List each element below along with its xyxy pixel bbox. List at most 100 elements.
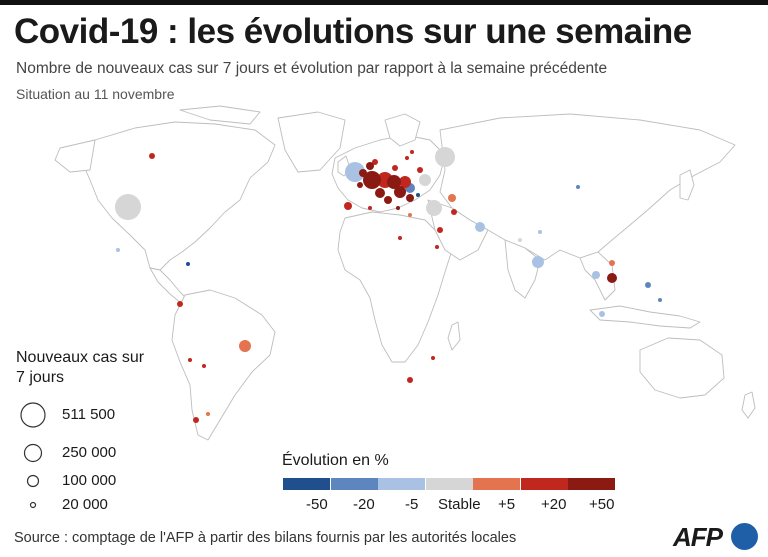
size-label-2: 250 000 [62,444,117,461]
alaska-shape [54,139,96,173]
scale-segment-6 [520,478,568,490]
bubble-rd-12 [431,356,435,360]
bubble-drd-3 [396,206,400,210]
scale-label-2: -20 [353,496,375,513]
japan-shape [679,169,695,201]
south-america-shape [171,289,276,441]
bubble-netherlands [366,162,374,170]
scale-label-1: -50 [306,496,328,513]
bubble-usa [115,194,141,220]
bubble-rd-10 [435,245,439,249]
scale-segment-2 [330,478,378,490]
bubble-brazil [239,340,251,352]
bubble-canada [149,153,155,159]
bubble-rd-8 [202,364,206,368]
bubble-philippines [645,282,651,288]
bubble-rd-3 [417,167,423,173]
bubble-russia [435,147,455,167]
size-circle-4 [29,501,37,509]
bubble-or-1 [408,213,412,217]
bubble-belgium [359,169,367,177]
situation-date: Situation au 11 novembre [16,86,175,102]
afp-logo-text: AFP [673,522,723,552]
greenland-shape [277,111,346,173]
bubble-or-2 [609,260,615,266]
size-label-1: 511 500 [62,406,116,423]
bubble-lb-2 [538,230,542,234]
scale-label-7: +50 [589,496,615,513]
country-bubbles [115,147,662,423]
top-rule [0,0,768,5]
world-map [54,105,756,441]
bubble-lb-1 [599,311,605,317]
bubble-rd-9 [398,236,402,240]
scale-segment-3 [378,478,425,490]
bubble-chile [193,417,199,423]
bubble-austria [394,186,406,198]
bubble-india [532,256,544,268]
bubble-france [363,171,381,189]
afp-logo-dot [731,523,758,550]
bubble-rd-1 [372,159,378,165]
bubble-czechia [387,175,401,189]
bubble-rd-2 [392,165,398,171]
afp-logo: AFP [673,522,759,552]
scale-label-3: -5 [405,496,419,513]
australia-shape [639,337,725,399]
bubble-lb-3 [116,248,120,252]
bubble-turkey [448,194,456,202]
scale-segment-7 [568,478,615,490]
bubble-drd-2 [357,182,363,188]
bubble-iran [475,222,485,232]
scale-label-4: Stable [438,496,481,513]
bubble-drd-1 [384,196,392,204]
size-label-4: 20 000 [62,496,108,513]
scale-segment-1 [283,478,330,490]
bubble-italy [426,200,442,216]
bubble-mb-1 [576,185,580,189]
chart-title: Covid-19 : les évolutions sur une semain… [14,12,692,51]
landmasses [54,105,756,441]
source-note: Source : comptage de l'AFP à partir des … [14,530,517,546]
bubble-db-2 [186,262,190,266]
scale-label-6: +20 [541,496,567,513]
size-legend-title: Nouveaux cas sur 7 jours [16,349,145,386]
scale-label-5: +5 [498,496,516,513]
africa-shape [337,211,453,363]
bubble-uk [345,162,365,182]
bubble-south-africa [407,377,413,383]
bubble-myanmar [607,273,617,283]
scandinavia-shape [384,113,421,147]
bubble-db-1 [416,193,420,197]
bubble-rd-4 [410,150,414,154]
bubble-mb-2 [658,298,662,302]
size-legend-circles [20,402,46,509]
madagascar-shape [447,321,461,351]
bubble-switzerland [375,188,385,198]
chart-subtitle: Nombre de nouveaux cas sur 7 jours et év… [16,60,608,77]
bubble-rd-5 [405,156,409,160]
scale-segment-4 [425,478,473,490]
bubble-poland [399,176,411,188]
north-america-shape [81,121,276,271]
bubble-rd-6 [368,206,372,210]
size-circle-2 [23,443,43,463]
bubble-rd-11 [451,209,457,215]
size-label-3: 100 000 [62,472,117,489]
bubble-israel [437,227,443,233]
size-circle-1 [20,402,46,428]
bubble-rd-7 [188,358,192,362]
new-zealand-shape [741,391,756,419]
size-circle-3 [26,474,40,488]
indonesia-shape [589,305,701,329]
canada-islands-shape [179,105,261,125]
central-america-shape [149,267,189,305]
middle-east-shape [427,199,489,261]
scale-segment-5 [473,478,520,490]
bubble-vietnam [592,271,600,279]
india-shape [504,239,541,299]
bubble-hungary [406,194,414,202]
bubble-or-3 [206,412,210,416]
bubble-gray-1 [518,238,522,242]
bubble-colombia [177,301,183,307]
